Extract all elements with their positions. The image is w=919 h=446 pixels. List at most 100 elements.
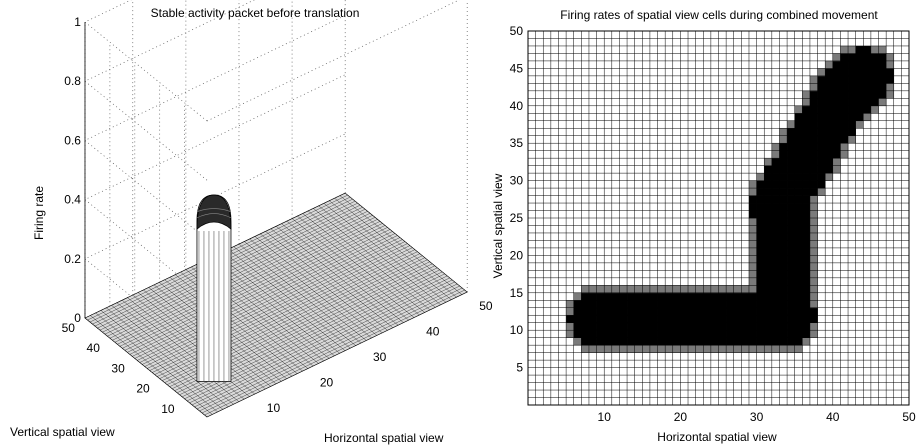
- surface-ticks: 0 0.2 0.4 0.6 0.8 1 10 20 30 40 50 10 20 30 40 50: [62, 15, 493, 416]
- heatmap-cell: [779, 240, 788, 249]
- heatmap-cell: [809, 98, 818, 107]
- heatmap-cell: [802, 337, 811, 346]
- heatmap-cell: [779, 210, 788, 219]
- heatmap-cell: [748, 330, 757, 338]
- heatmap-cell: [787, 292, 795, 301]
- heatmap-cell: [619, 322, 628, 331]
- heatmap-cell: [634, 307, 643, 316]
- heatmap-cell: [848, 135, 856, 144]
- heatmap-cell: [756, 307, 765, 316]
- heatmap-cell: [802, 203, 811, 211]
- heatmap-cell: [848, 75, 856, 84]
- surface-mesh-line: [100, 310, 224, 410]
- heatmap-cell: [794, 240, 803, 249]
- surface-mesh-line: [134, 233, 396, 359]
- heatmap-ytick-label: 20: [510, 248, 524, 262]
- heatmap-cell: [802, 173, 811, 181]
- heatmap-cell: [787, 277, 795, 286]
- heatmap-ytick-label: 40: [510, 99, 524, 113]
- heatmap-cell: [627, 315, 635, 324]
- surface-mesh-line: [313, 208, 436, 308]
- heatmap-cell: [680, 300, 689, 309]
- heatmap-cell: [665, 315, 674, 324]
- heatmap-cell: [832, 105, 841, 114]
- heatmap-cell: [794, 255, 803, 264]
- heatmap-cell: [886, 90, 895, 99]
- heatmap-cell: [848, 68, 856, 77]
- heatmap-cell: [718, 322, 727, 331]
- heatmap-cell: [848, 98, 856, 107]
- heatmap-cell: [748, 225, 757, 234]
- heatmap-cell: [771, 255, 780, 264]
- surface-mesh-line: [147, 243, 408, 369]
- heatmap-cell: [779, 270, 788, 279]
- heatmap-cell: [809, 307, 818, 316]
- surface-mesh-line: [265, 231, 388, 331]
- surface-zgridline: [84, 0, 255, 181]
- surface-mesh-line: [111, 305, 234, 405]
- heatmap-cell: [756, 292, 765, 301]
- heatmap-cell: [657, 315, 666, 324]
- heatmap-cell: [802, 105, 811, 114]
- heatmap-cell: [886, 83, 895, 92]
- heatmap-cell: [809, 105, 818, 114]
- surface-mesh-line: [270, 228, 393, 328]
- heatmap-cell: [771, 150, 780, 159]
- heatmap-cell: [764, 315, 773, 324]
- heatmap-cell: [809, 255, 818, 264]
- heatmap-cell: [787, 150, 795, 159]
- heatmap-cell: [604, 330, 613, 338]
- heatmap-cell: [855, 98, 864, 107]
- heatmap-cell: [771, 180, 780, 189]
- heatmap-cell: [779, 195, 788, 204]
- heatmap-cell: [756, 315, 765, 324]
- heatmap-cell: [794, 270, 803, 279]
- heatmap-cell: [787, 218, 795, 226]
- heatmap-xlabel: Horizontal spatial view: [657, 430, 777, 444]
- heatmap-cell: [809, 195, 818, 204]
- heatmap-cell: [771, 195, 780, 204]
- heatmap-cell: [771, 345, 780, 353]
- heatmap-cell: [672, 300, 681, 309]
- heatmap-title: Firing rates of spatial view cells durin…: [560, 8, 878, 22]
- heatmap-cell: [748, 188, 757, 196]
- heatmap-cell: [848, 60, 856, 69]
- heatmap-cell: [825, 158, 834, 166]
- surface-ytick-label: 40: [87, 341, 101, 355]
- heatmap-cell: [718, 315, 727, 324]
- heatmap-cell: [680, 330, 689, 338]
- heatmap-cell: [764, 247, 773, 256]
- heatmap-cell: [848, 83, 856, 92]
- heatmap-cell: [809, 262, 818, 271]
- heatmap-cell: [756, 225, 765, 234]
- heatmap-cell: [878, 60, 887, 69]
- heatmap-cell: [870, 75, 879, 84]
- heatmap-cell: [817, 180, 826, 189]
- heatmap-cell: [809, 150, 818, 159]
- heatmap-cell: [771, 203, 780, 211]
- heatmap-cell: [718, 330, 727, 338]
- heatmap-cell: [665, 330, 674, 338]
- heatmap-cell: [771, 225, 780, 234]
- heatmap-cell: [611, 292, 620, 301]
- heatmap-cell: [794, 158, 803, 166]
- heatmap-cell: [764, 240, 773, 249]
- heatmap-cell: [809, 120, 818, 129]
- surface-mesh-line: [132, 231, 393, 357]
- heatmap-cell: [619, 337, 628, 346]
- heatmap-cell: [619, 292, 628, 301]
- heatmap-cell: [611, 285, 620, 294]
- heatmap-cell: [726, 337, 735, 346]
- heatmap-cell: [787, 315, 795, 324]
- heatmap-cell: [756, 322, 765, 331]
- heatmap-cell: [817, 128, 826, 137]
- heatmap-xtick-label: 50: [902, 410, 916, 424]
- heatmap-cell: [764, 285, 773, 294]
- heatmap-cell: [802, 300, 811, 309]
- surface-mesh-line: [244, 241, 367, 341]
- heatmap-ticks: 10 20 30 40 50 5 10 15 20 25 30 35 40 45 50: [510, 24, 916, 424]
- heatmap-cell: [764, 345, 773, 353]
- heatmap-cell: [802, 285, 811, 294]
- heatmap-cell: [848, 45, 856, 54]
- heatmap-cell: [863, 45, 872, 54]
